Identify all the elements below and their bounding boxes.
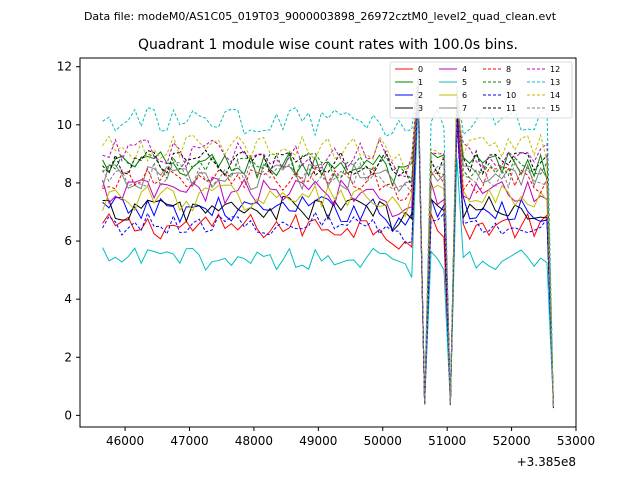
y-tick-label: 2 <box>64 350 72 364</box>
y-tick-label: 6 <box>64 234 72 248</box>
legend-label: 7 <box>462 104 467 113</box>
series-line-10 <box>102 87 554 408</box>
chart-suptitle: Data file: modeM0/AS1C05_019T03_90000038… <box>84 10 557 23</box>
series-line-6 <box>102 87 554 406</box>
series-line-3 <box>102 93 554 407</box>
legend-label: 2 <box>418 91 423 100</box>
series-line-9 <box>102 82 554 409</box>
legend-label: 11 <box>506 104 516 113</box>
series-line-15 <box>102 78 554 408</box>
legend-label: 8 <box>506 65 511 74</box>
series-line-14 <box>102 77 554 408</box>
series-line-13 <box>102 76 554 408</box>
legend-label: 3 <box>418 104 423 113</box>
y-tick-label: 8 <box>64 176 72 190</box>
plot-frame <box>79 57 577 428</box>
legend-box <box>389 61 573 119</box>
x-offset-label: +3.385e8 <box>517 455 576 469</box>
y-tick-label: 4 <box>64 292 72 306</box>
x-tick-label: 47000 <box>170 434 208 448</box>
legend-label: 5 <box>462 78 467 87</box>
chart-title: Quadrant 1 module wise count rates with … <box>138 37 518 53</box>
legend-label: 15 <box>550 104 560 113</box>
series-line-4 <box>102 89 554 407</box>
x-tick-label: 51000 <box>428 434 466 448</box>
legend-label: 9 <box>506 78 511 87</box>
x-tick-label: 52000 <box>492 434 530 448</box>
series-line-2 <box>102 94 554 407</box>
y-tick-label: 0 <box>64 408 72 422</box>
y-tick-label: 12 <box>57 60 72 74</box>
series-line-5 <box>102 98 554 406</box>
legend-label: 12 <box>550 65 560 74</box>
x-tick-label: 48000 <box>235 434 273 448</box>
plot-lines <box>102 76 554 409</box>
x-tick-label: 50000 <box>364 434 402 448</box>
series-line-12 <box>102 79 554 408</box>
y-tick-label: 10 <box>57 118 72 132</box>
legend-label: 13 <box>550 78 560 87</box>
legend-label: 14 <box>550 91 560 100</box>
x-tick-label: 46000 <box>106 434 144 448</box>
x-tick-label: 49000 <box>299 434 337 448</box>
series-line-7 <box>102 85 554 406</box>
legend-label: 1 <box>418 78 423 87</box>
series-line-8 <box>102 84 554 406</box>
legend-label: 4 <box>462 65 467 74</box>
x-tick-label: 53000 <box>557 434 595 448</box>
series-line-1 <box>102 88 554 407</box>
series-line-11 <box>102 80 554 408</box>
x-axis: 46000 47000 48000 49000 50000 51000 52000 53000 <box>106 427 595 448</box>
legend-label: 6 <box>462 91 467 100</box>
y-axis: 0 2 4 6 8 10 12 <box>57 60 80 422</box>
legend-label: 10 <box>506 91 516 100</box>
legend-label: 0 <box>418 65 423 74</box>
